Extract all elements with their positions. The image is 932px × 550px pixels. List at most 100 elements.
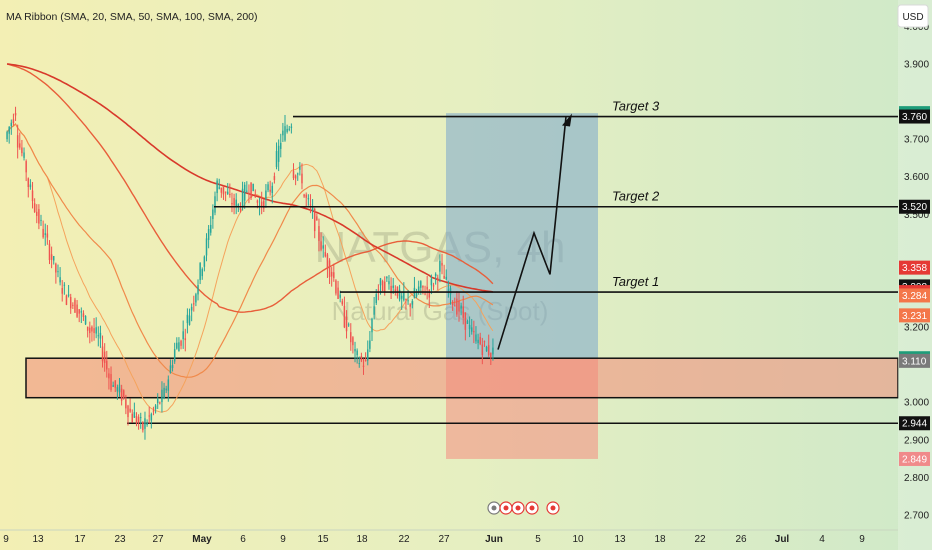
candle-body (271, 185, 274, 193)
candle-body (237, 204, 240, 207)
candle-body (218, 187, 220, 189)
candle-body (57, 271, 59, 273)
candle-body (176, 342, 178, 349)
time-tick: 15 (317, 534, 329, 545)
candle-body (424, 293, 426, 295)
candle-body (352, 337, 354, 346)
candle-body (466, 320, 469, 324)
price-tag (899, 451, 930, 466)
candle-body (343, 305, 346, 328)
support-zone (25, 357, 899, 399)
candle-body (80, 311, 83, 313)
candle-body (169, 365, 172, 374)
candle-body (241, 188, 244, 208)
candle-body (409, 304, 411, 307)
candle-body (36, 211, 38, 216)
projection-arrow (497, 113, 572, 350)
candle-body (127, 405, 129, 418)
candle-body (381, 281, 384, 291)
candle-body (403, 292, 405, 301)
candle-body (201, 269, 204, 277)
economic-event-icon[interactable] (487, 501, 501, 515)
candles (6, 106, 494, 440)
zones-layer (25, 113, 899, 459)
event-icon-dot (503, 505, 509, 511)
economic-event-icon[interactable] (546, 501, 560, 515)
candle-body (31, 190, 34, 202)
price-tag (899, 260, 930, 275)
price-tick: 3.200 (904, 323, 929, 334)
candle-body (490, 352, 492, 358)
price-tick: 3.500 (904, 210, 929, 221)
price-tag-label: 3.760 (902, 112, 927, 123)
candle-body (129, 408, 131, 412)
candle-body (48, 243, 51, 261)
candle-body (97, 335, 100, 337)
event-icons[interactable] (487, 501, 560, 515)
time-tick: 18 (654, 534, 666, 545)
target-label: Target 3 (612, 99, 660, 114)
price-axis-bg (898, 0, 932, 550)
candle-body (42, 228, 44, 238)
candle-body (333, 272, 335, 278)
candle-body (154, 405, 157, 410)
economic-event-icon[interactable] (525, 501, 539, 515)
price-tag-label: 3.358 (902, 263, 927, 274)
currency-label[interactable]: USD (902, 12, 923, 23)
candle-body (398, 289, 401, 300)
candle-body (173, 349, 176, 362)
candle-body (443, 275, 445, 279)
candle-body (243, 184, 246, 201)
candle-body (256, 200, 259, 203)
currency-button[interactable]: USD (897, 4, 929, 28)
economic-event-icon[interactable] (511, 501, 525, 515)
candle-body (479, 336, 481, 345)
candle-body (52, 256, 55, 261)
candle-body (190, 306, 193, 311)
candle-body (411, 301, 414, 305)
candle-body (309, 204, 312, 206)
candle-body (330, 271, 333, 277)
economic-event-icon[interactable] (499, 501, 513, 515)
candle-body (233, 198, 235, 206)
candle-body (354, 349, 356, 352)
candle-body (364, 360, 367, 362)
price-tick: 2.700 (904, 510, 929, 521)
candle-body (373, 306, 375, 315)
candle-body (441, 262, 443, 266)
price-tag-label: 3.231 (902, 311, 927, 322)
candle-body (112, 385, 114, 387)
candle-body (371, 318, 373, 333)
candle-body (27, 178, 30, 188)
candle-body (38, 209, 40, 224)
reward-zone (446, 113, 598, 359)
candle-body (163, 387, 165, 399)
candle-body (146, 423, 148, 426)
candle-body (203, 256, 206, 267)
arrow-head (562, 113, 572, 127)
candle-body (108, 373, 110, 379)
candle-body (428, 290, 431, 298)
currency-button-bg[interactable] (897, 4, 929, 28)
candle-body (78, 309, 80, 314)
candle-body (434, 273, 437, 277)
candle-body (33, 203, 36, 212)
candle-body (417, 286, 420, 293)
candle-body (487, 345, 490, 356)
candle-body (383, 281, 386, 293)
candle-body (10, 122, 13, 127)
price-tick: 3.000 (904, 398, 929, 409)
candle-body (326, 254, 329, 269)
candle-body (307, 198, 310, 200)
candle-body (220, 187, 223, 193)
candle-body (356, 350, 358, 356)
price-tag-label: 2.849 (902, 454, 927, 465)
candle-body (386, 277, 388, 279)
candle-body (456, 298, 458, 315)
time-tick: 9 (3, 534, 9, 545)
candle-body (470, 327, 473, 332)
candle-body (318, 226, 320, 241)
